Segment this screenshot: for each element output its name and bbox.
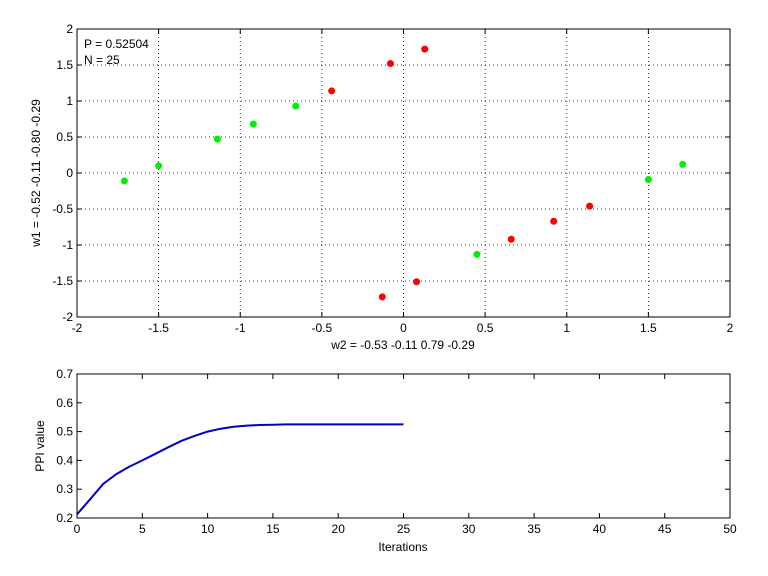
- scatter-point: [413, 278, 421, 286]
- line-plot-area: [77, 374, 730, 518]
- scatter-ticks: -2 -1.5 -1 -0.5 0 0.5 1 1.5 2 -2 -1.5 -1 -0.5 0 0.5 1 1.…: [52, 22, 733, 335]
- scatter-point: [507, 235, 515, 243]
- line-x-axis-label: Iterations: [378, 540, 427, 554]
- x-tick-label: 2: [727, 321, 734, 335]
- x-tick-label: 30: [462, 522, 476, 536]
- scatter-point: [292, 102, 300, 110]
- scatter-axes-frame: [76, 28, 731, 318]
- y-tick-label: 0.3: [56, 482, 73, 496]
- y-tick-label: -0.5: [52, 202, 73, 216]
- y-tick-label: -1.5: [52, 274, 73, 288]
- x-tick-label: 20: [332, 522, 346, 536]
- y-tick-label: 2: [66, 22, 73, 36]
- scatter-point: [155, 162, 163, 170]
- y-tick-label: 0: [66, 166, 73, 180]
- scatter-point: [328, 87, 336, 95]
- y-tick-label: -2: [62, 310, 73, 324]
- x-tick-label: 10: [201, 522, 215, 536]
- scatter-point: [213, 135, 221, 143]
- annotation-n-value: N = 25: [84, 53, 120, 67]
- scatter-point: [550, 217, 558, 225]
- scatter-point: [644, 175, 652, 183]
- y-tick-label: 0.4: [56, 453, 73, 467]
- x-tick-label: 45: [658, 522, 672, 536]
- line-ticks: 0 5 10 15 20 25 30 35 40 45 50 0.2 0.3 0.4 0.5 0.6 0.7: [56, 367, 737, 536]
- y-tick-label: 0.2: [56, 511, 73, 525]
- y-tick-label: 1.5: [56, 58, 73, 72]
- y-tick-label: 0.5: [56, 425, 73, 439]
- y-tick-label: -1: [62, 238, 73, 252]
- x-tick-label: 40: [593, 522, 607, 536]
- scatter-x-axis-label: w2 = -0.53 -0.11 0.79 -0.29: [330, 338, 475, 352]
- y-tick-label: 0.6: [56, 396, 73, 410]
- y-tick-label: 0.5: [56, 130, 73, 144]
- scatter-point: [679, 160, 687, 168]
- annotation-p-value: P = 0.52504: [84, 37, 149, 51]
- scatter-axes: -2 -1.5 -1 -0.5 0 0.5 1 1.5 2 -2 -1.5 -1 -0.5 0 0.5 1 1.…: [29, 22, 734, 352]
- x-tick-label: 1.5: [640, 321, 657, 335]
- scatter-grid: [77, 29, 730, 317]
- x-tick-label: 25: [397, 522, 411, 536]
- scatter-y-axis-label: w1 = -0.52 -0.11 -0.80 -0.29: [29, 99, 43, 248]
- x-tick-label: -1: [235, 321, 246, 335]
- y-tick-label: 0.7: [56, 367, 73, 381]
- x-tick-label: 0: [74, 522, 81, 536]
- scatter-point: [378, 293, 386, 301]
- ppi-series-line: [76, 423, 404, 515]
- x-tick-label: 5: [139, 522, 146, 536]
- line-y-axis-label: PPI value: [33, 420, 47, 472]
- scatter-point: [473, 250, 481, 258]
- scatter-point: [249, 120, 257, 128]
- scatter-point: [386, 60, 394, 68]
- y-tick-label: 1: [66, 94, 73, 108]
- x-tick-label: -1.5: [148, 321, 169, 335]
- scatter-point: [421, 45, 429, 53]
- scatter-points: [120, 45, 687, 301]
- scatter-point: [120, 177, 128, 185]
- line-axes: 0 5 10 15 20 25 30 35 40 45 50 0.2 0.3 0.4 0.5 0.6 0.7 I…: [33, 367, 737, 554]
- x-tick-label: 50: [723, 522, 737, 536]
- scatter-point: [586, 202, 594, 210]
- x-tick-label: -2: [72, 321, 83, 335]
- x-tick-label: 15: [266, 522, 280, 536]
- x-tick-label: -0.5: [312, 321, 333, 335]
- x-tick-label: 0.5: [477, 321, 494, 335]
- x-tick-label: 1: [563, 321, 570, 335]
- x-tick-label: 35: [527, 522, 541, 536]
- x-tick-label: 0: [400, 321, 407, 335]
- line-axes-frame: [76, 373, 731, 519]
